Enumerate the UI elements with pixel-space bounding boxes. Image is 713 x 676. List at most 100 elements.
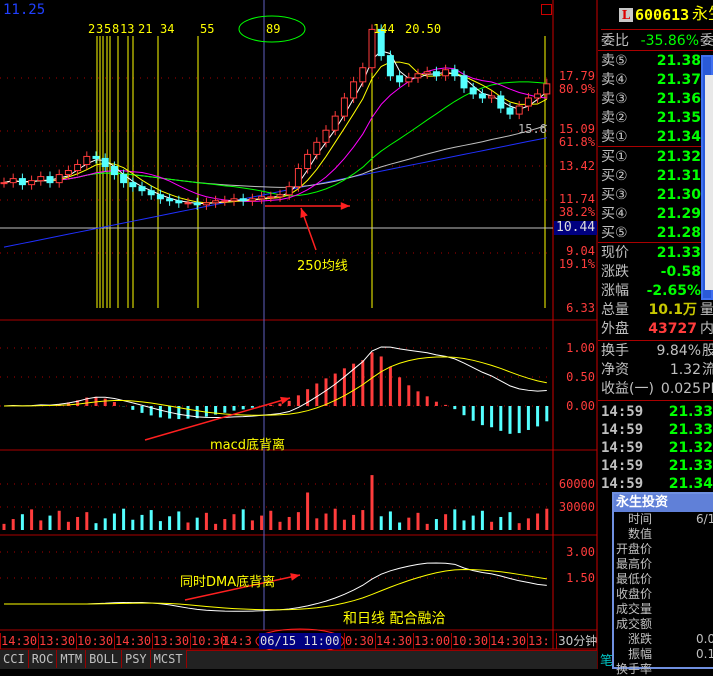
stat-row: 涨幅 -2.65%	[601, 282, 713, 300]
macd-arrow-head	[280, 396, 290, 405]
sell-level[interactable]: 卖⑤ 21.38	[601, 52, 713, 70]
stat-label: 换手	[601, 343, 629, 359]
stat-row: 涨跌 -0.58	[601, 263, 713, 281]
ma250-pointer-arrow-head	[300, 208, 308, 218]
candle-body	[110, 166, 118, 176]
tick-time: 14:59	[601, 476, 644, 492]
popup-row-label: 成交额	[616, 617, 653, 631]
time-tick: 10:30	[76, 633, 114, 649]
sell-label: 卖②	[601, 110, 628, 126]
annotation-dma: 同时DMA底背离	[180, 575, 276, 590]
sell-price: 21.34	[656, 129, 701, 145]
buy-label: 买④	[601, 206, 628, 222]
fib-label: 5	[104, 22, 112, 36]
popup-row-label: 最低价	[616, 572, 653, 586]
indicator-tab-mtm[interactable]: MTM	[57, 650, 87, 668]
stat-row: 外盘 43727 内	[601, 320, 713, 338]
indicator-tab-mcst[interactable]: MCST	[150, 650, 187, 668]
indicator-tab-roc[interactable]: ROC	[28, 650, 58, 668]
candle-body	[524, 97, 532, 107]
candle-body	[294, 168, 302, 188]
popup-row-label: 振幅	[628, 647, 653, 661]
candle-body	[386, 55, 394, 77]
toolbar-tools[interactable]	[705, 75, 713, 290]
buy-price: 21.31	[656, 168, 701, 184]
highlight-ellipse	[238, 15, 306, 43]
popup-title[interactable]: 永生投资	[614, 494, 713, 512]
candle-body	[64, 170, 72, 176]
stat-value: 21.33	[656, 245, 701, 261]
macd-arrow	[144, 397, 291, 441]
candle-body	[340, 97, 348, 117]
candle-body	[377, 28, 385, 57]
candle-body	[202, 202, 210, 206]
candle-body	[83, 155, 91, 165]
sell-level[interactable]: 卖④ 21.37	[601, 71, 713, 89]
fib-label: 8	[112, 22, 120, 36]
bottom-tab[interactable]: 笔	[600, 654, 614, 669]
popup-row-value: 6/1	[696, 512, 713, 526]
ama-line	[4, 568, 547, 611]
indicator-tab-psy[interactable]: PSY	[121, 650, 151, 668]
popup-row-label: 收盘价	[616, 587, 653, 601]
stat-row: 净资 1.32 流	[601, 361, 713, 379]
stat-suffix: PE	[702, 381, 713, 397]
macd-axis-label: 1.00	[566, 341, 595, 355]
stat-label: 收益(一)	[601, 381, 654, 397]
stat-suffix: 股	[702, 343, 713, 359]
drawing-toolbar-window[interactable]	[701, 55, 713, 300]
buy-level[interactable]: 买① 21.32	[601, 148, 713, 166]
annotation-macd: macd底背离	[210, 438, 286, 453]
candle-body	[212, 200, 220, 204]
divider	[598, 50, 713, 51]
candle-body	[193, 202, 201, 206]
tick-price: 21.33	[668, 458, 713, 474]
fib-label: 3	[96, 22, 104, 36]
candle-body	[506, 107, 514, 115]
indicator-tab-cci[interactable]: CCI	[0, 650, 29, 668]
popup-row-value: 0.00	[696, 632, 713, 646]
time-tick: 13:	[527, 633, 550, 649]
stat-label: 现价	[601, 245, 629, 261]
candle-body	[28, 180, 36, 186]
candle-body	[0, 182, 8, 185]
info-popup[interactable]: 永生投资	[612, 492, 713, 669]
panel-toggle-icon[interactable]	[541, 4, 552, 15]
buy-level[interactable]: 买② 21.31	[601, 167, 713, 185]
quote-header: L 600613 永生	[601, 0, 713, 30]
period-selector[interactable]: 30分钟	[556, 633, 598, 649]
stat-value: 43727	[648, 321, 697, 337]
candle-body	[248, 198, 256, 202]
candle-body	[396, 75, 404, 83]
buy-level[interactable]: 买③ 21.30	[601, 186, 713, 204]
sell-level[interactable]: 卖② 21.35	[601, 109, 713, 127]
sell-price: 21.37	[656, 72, 701, 88]
candle-body	[138, 186, 146, 192]
candle-body	[460, 75, 468, 89]
buy-price: 21.28	[656, 225, 701, 241]
weicha-label: 委	[700, 33, 713, 49]
sell-level[interactable]: 卖① 21.34	[601, 128, 713, 146]
buy-level[interactable]: 买④ 21.29	[601, 205, 713, 223]
stat-row: 总量 10.1万量	[601, 301, 713, 319]
candle-body	[313, 141, 321, 155]
stat-value: 0.025	[660, 381, 701, 397]
candle-body	[221, 200, 229, 203]
candle-body	[285, 186, 293, 196]
buy-level[interactable]: 买⑤ 21.28	[601, 224, 713, 242]
candle-body	[322, 129, 330, 143]
buy-label: 买③	[601, 187, 628, 203]
tick-price: 21.33	[668, 404, 713, 420]
candle-body	[129, 182, 137, 188]
stat-label: 涨幅	[601, 283, 629, 299]
sell-level[interactable]: 卖③ 21.36	[601, 90, 713, 108]
ma250-line	[3, 137, 547, 248]
dma-axis-label: 1.50	[566, 571, 595, 585]
candle-body	[515, 105, 523, 115]
indicator-tab-boll[interactable]: BOLL	[86, 650, 122, 668]
tick-time: 14:59	[601, 422, 644, 438]
weibi-label: 委比	[601, 33, 629, 49]
time-tick: 14:3	[222, 633, 252, 649]
divider	[598, 146, 713, 147]
